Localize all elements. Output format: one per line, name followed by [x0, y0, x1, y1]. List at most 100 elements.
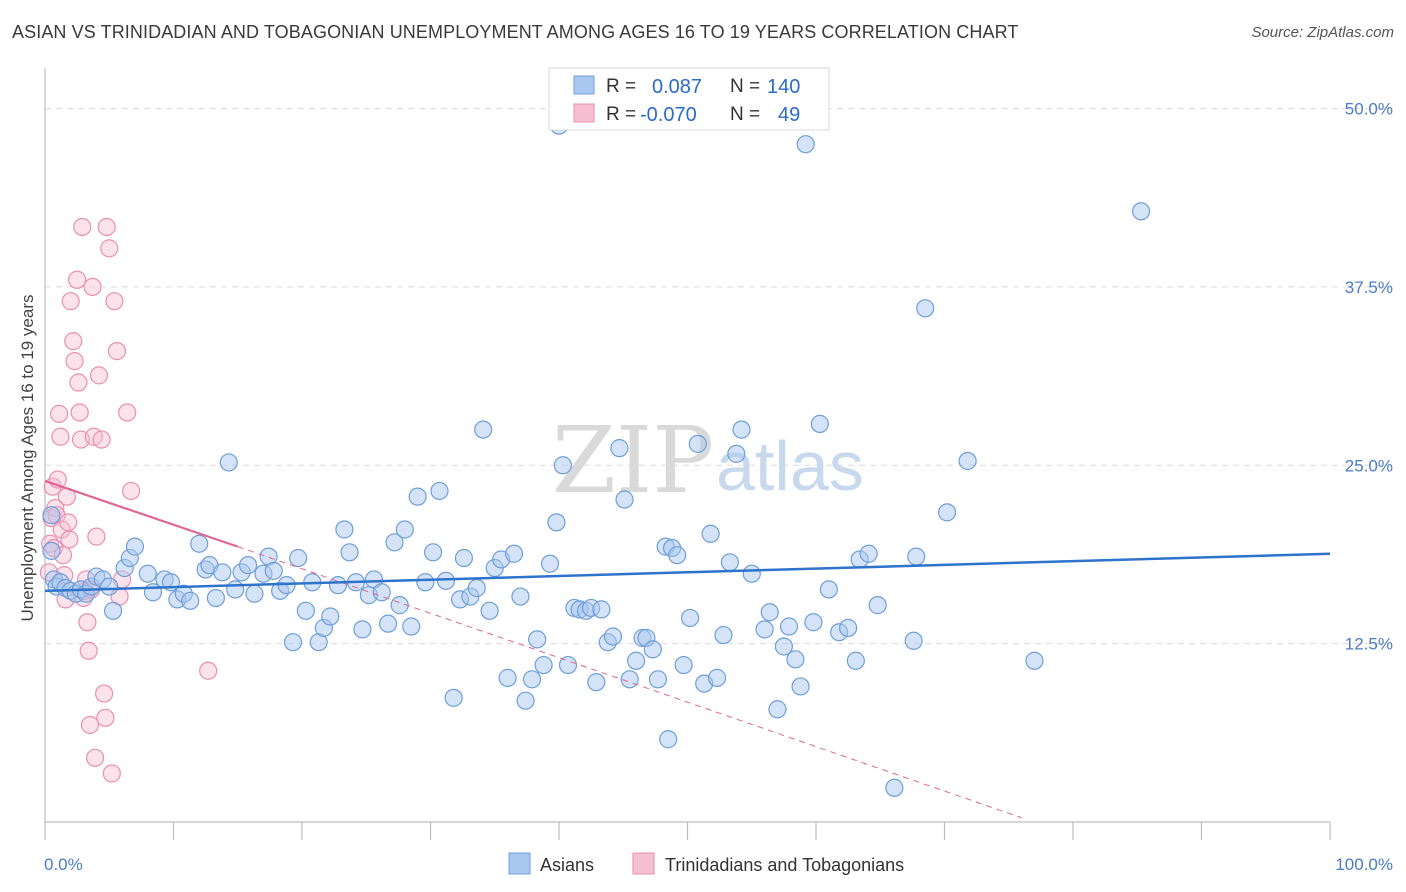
asian-point: [796, 135, 815, 154]
asian-point: [402, 617, 421, 636]
trini-trend-line: [44, 479, 239, 548]
asian-point: [755, 620, 774, 639]
trini-point: [121, 481, 141, 501]
trend-lines: [44, 479, 1331, 819]
asian-point: [859, 544, 878, 563]
bottom-legend-asians: Asians: [540, 855, 594, 875]
asian-point: [768, 700, 787, 719]
trini-point: [65, 352, 84, 371]
asian-point: [885, 778, 904, 797]
asian-point: [810, 414, 829, 433]
asian-point: [620, 670, 639, 689]
asian-point: [907, 547, 926, 566]
trini-point: [50, 404, 69, 423]
asian-point: [732, 420, 751, 439]
trini-point: [59, 513, 78, 532]
asian-point: [372, 583, 391, 602]
asian-point: [1025, 651, 1044, 670]
asian-point: [680, 608, 700, 628]
asian-point: [714, 625, 733, 645]
asian-point: [760, 603, 779, 622]
trini-point: [100, 239, 119, 258]
y-tick-label: 50.0%: [1345, 100, 1393, 119]
asian-point: [839, 618, 858, 638]
asian-point: [626, 651, 646, 670]
axes: 12.5% 25.0% 37.5% 50.0% 0.0% 100.0%: [44, 68, 1393, 874]
trini-point: [68, 270, 87, 289]
asian-points: [42, 116, 1151, 797]
asian-point: [819, 580, 838, 599]
correlation-legend: R = 0.087 N = 140 R = -0.070 N = 49: [548, 67, 830, 131]
legend-n-value-trini: 49: [778, 104, 800, 126]
trini-point: [102, 764, 121, 783]
asian-point: [547, 513, 566, 532]
legend-r-value-asians: 0.087: [652, 76, 702, 98]
asian-point: [587, 673, 606, 692]
asian-point: [226, 580, 245, 599]
trini-point: [92, 430, 111, 449]
asian-point: [720, 553, 740, 572]
y-tick-label: 12.5%: [1345, 635, 1393, 654]
asian-point: [206, 588, 226, 608]
asian-point: [534, 655, 553, 675]
asian-point: [408, 487, 427, 506]
asian-point: [774, 637, 793, 656]
asian-point: [395, 520, 414, 539]
asian-point: [610, 439, 629, 458]
trini-point: [89, 366, 109, 385]
asian-point: [511, 587, 530, 606]
legend-swatch-trini: [573, 103, 595, 123]
chart-title: ASIAN VS TRINIDADIAN AND TOBAGONIAN UNEM…: [12, 22, 1019, 42]
asian-point: [553, 456, 572, 475]
trini-point: [61, 292, 80, 311]
asian-point: [474, 420, 493, 439]
trini-point: [64, 332, 83, 351]
legend-n-value-asians: 140: [767, 76, 800, 98]
trini-point: [60, 530, 79, 549]
asian-point: [436, 571, 456, 590]
asian-point: [504, 544, 524, 563]
asian-point: [791, 677, 810, 696]
asian-point: [904, 631, 923, 650]
asian-point: [528, 630, 547, 649]
trini-point: [73, 217, 92, 237]
asian-point: [516, 691, 535, 710]
bottom-legend-trini: Trinidadians and Tobagonians: [665, 855, 904, 875]
trini-point: [107, 342, 127, 361]
asian-trend-line: [44, 552, 1331, 593]
asian-point: [674, 655, 693, 675]
watermark-zip: ZIP: [552, 407, 714, 514]
legend-r-label-asians: R =: [606, 76, 636, 97]
asian-point: [190, 534, 209, 553]
asian-point: [444, 688, 463, 707]
trini-point: [95, 684, 114, 703]
asian-point: [100, 577, 119, 596]
bottom-legend-swatch-asians: [508, 852, 531, 875]
watermark-atlas: atlas: [716, 427, 864, 505]
asian-point: [846, 651, 865, 670]
asian-point: [707, 668, 727, 687]
asian-point: [742, 564, 761, 583]
asian-point: [213, 563, 232, 582]
legend-n-label-trini: N =: [730, 104, 760, 125]
trini-point: [97, 217, 116, 237]
legend-r-label-trini: R =: [606, 104, 636, 125]
asian-point: [958, 451, 977, 471]
x-tick-label-min: 0.0%: [44, 855, 83, 874]
y-tick-label: 37.5%: [1345, 278, 1393, 297]
series-legend: Asians Trinidadians and Tobagonians: [508, 852, 904, 875]
asian-point: [104, 601, 123, 620]
asian-point: [181, 591, 200, 610]
asian-point: [540, 554, 560, 573]
asian-point: [289, 548, 308, 568]
asian-point: [42, 541, 61, 560]
trini-points: [39, 217, 218, 783]
asian-point: [283, 633, 303, 652]
asian-point: [659, 730, 678, 749]
asian-point: [643, 640, 662, 659]
trini-point: [80, 715, 100, 735]
asian-point: [42, 506, 61, 525]
asian-point: [727, 444, 746, 463]
asian-point: [779, 617, 799, 636]
